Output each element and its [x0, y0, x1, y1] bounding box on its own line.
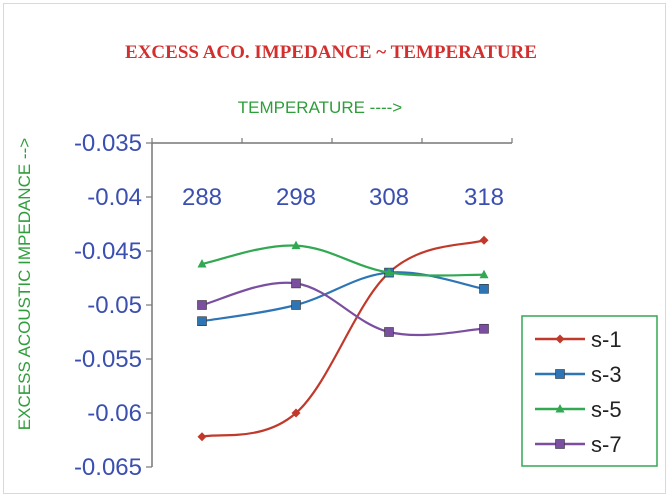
series-s-1: [198, 236, 489, 442]
legend: s-1 s-3 s-5 s-7: [522, 316, 657, 466]
legend-label: s-7: [591, 432, 622, 457]
x-tick-label: 318: [464, 184, 504, 211]
chart-frame: EXCESS ACO. IMPEDANCE ~ TEMPERATURE TEMP…: [3, 3, 666, 494]
series-s-3: [198, 268, 489, 326]
y-axis-label: EXCESS ACOUSTIC IMPEDANCE -->: [15, 138, 34, 430]
series-line-s-3: [202, 272, 484, 321]
data-point-s-3: [292, 301, 301, 310]
data-point-s-7: [385, 328, 394, 337]
legend-label: s-5: [591, 397, 622, 422]
y-tick-label: -0.04: [87, 184, 142, 211]
data-point-s-7: [198, 301, 207, 310]
line-chart: EXCESS ACO. IMPEDANCE ~ TEMPERATURE TEMP…: [4, 4, 667, 495]
legend-label: s-3: [591, 362, 622, 387]
data-point-s-7: [480, 324, 489, 333]
y-tick-label: -0.05: [87, 292, 142, 319]
data-point-s-1: [480, 236, 489, 245]
data-point-s-7: [292, 279, 301, 288]
y-tick-label: -0.055: [74, 346, 142, 373]
series-line-s-7: [202, 283, 484, 335]
tick-labels: -0.035 -0.04 -0.045 -0.05 -0.055 -0.06 -0.065 2…: [74, 130, 504, 481]
chart-title: EXCESS ACO. IMPEDANCE ~ TEMPERATURE: [125, 42, 537, 63]
legend-marker: [556, 370, 565, 379]
data-point-s-3: [198, 317, 207, 326]
y-tick-label: -0.035: [74, 130, 142, 157]
data-point-s-3: [480, 284, 489, 293]
x-tick-label: 298: [276, 184, 316, 211]
y-tick-label: -0.045: [74, 238, 142, 265]
y-tick-label: -0.06: [87, 400, 142, 427]
data-point-s-1: [198, 432, 207, 441]
x-tick-label: 308: [369, 184, 409, 211]
y-tick-label: -0.065: [74, 454, 142, 481]
series-line-s-1: [202, 240, 484, 437]
series-line-s-5: [202, 245, 484, 275]
legend-label: s-1: [591, 327, 622, 352]
legend-marker: [556, 440, 565, 449]
series-layer: [198, 236, 489, 442]
x-axis-label: TEMPERATURE ---->: [238, 98, 403, 117]
x-tick-label: 288: [182, 184, 222, 211]
